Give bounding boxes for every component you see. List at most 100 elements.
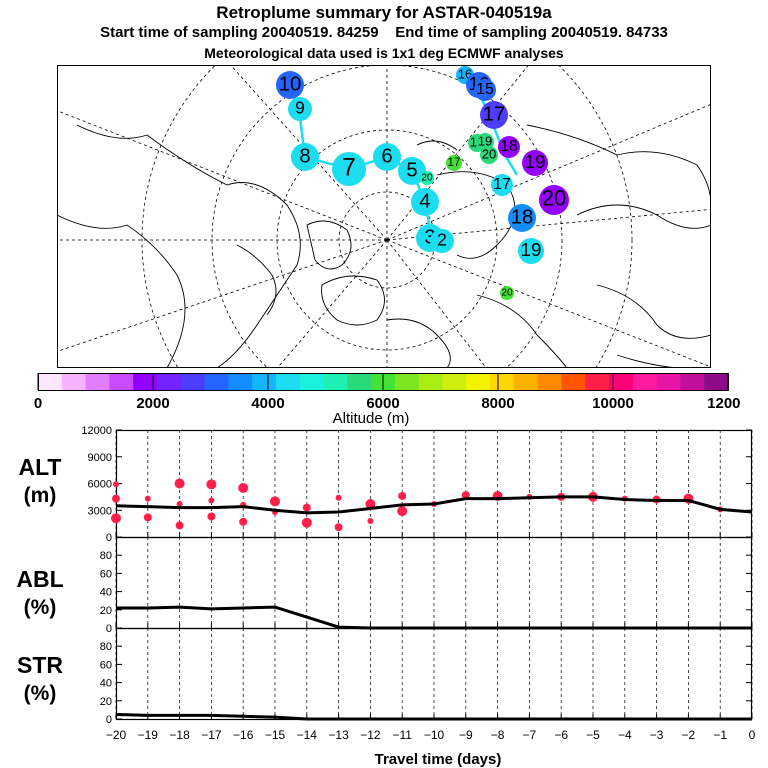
cluster-point — [206, 479, 217, 490]
str-panel-unit: (%) — [24, 682, 57, 705]
met-data-label: Meteorological data used is 1x1 deg ECMW… — [204, 45, 564, 61]
marker-label: 18 — [500, 138, 518, 155]
colorbar-cell — [38, 373, 63, 390]
colorbar-cell — [252, 373, 277, 390]
map-frame — [57, 65, 711, 368]
x-tick-label: −5 — [586, 728, 600, 742]
time-series-panels: 030006000900012000020406080020406080−20−… — [16, 425, 756, 768]
colorbar-cell — [61, 373, 87, 390]
y-tick-label: 0 — [106, 714, 112, 726]
colorbar-tick-label: 0 — [34, 395, 42, 412]
polar-map: 1098765432161615171819201819201720171819… — [57, 65, 711, 368]
alt-panel-unit: (m) — [24, 484, 57, 507]
colorbar-cell — [133, 373, 158, 390]
cluster-point — [335, 494, 342, 501]
x-tick-label: −20 — [106, 728, 127, 742]
marker-circle — [498, 136, 520, 158]
marker-circle — [398, 157, 426, 185]
marker-label: 4 — [419, 190, 430, 212]
colorbar-cell — [656, 373, 681, 390]
x-tick-label: −3 — [650, 728, 664, 742]
cluster-point — [113, 481, 119, 488]
y-tick-label: 40 — [100, 587, 112, 599]
trajectory-marker: 20 — [500, 286, 514, 300]
cluster-point — [367, 517, 374, 524]
marker-label: 18 — [511, 206, 534, 228]
colorbar-tick-label: 10000 — [592, 395, 634, 412]
cluster-point — [144, 495, 151, 502]
y-tick-label: 60 — [100, 568, 112, 580]
cluster-point — [207, 512, 216, 521]
x-tick-label: −2 — [682, 728, 696, 742]
x-tick-label: −18 — [169, 728, 190, 742]
x-tick-label: −13 — [328, 728, 349, 742]
trajectory-marker: 19 — [518, 238, 544, 264]
y-tick-label: 20 — [100, 696, 112, 708]
marker-circle — [474, 79, 496, 101]
y-tick-label: 12000 — [81, 425, 112, 437]
marker-circle — [332, 152, 366, 186]
colorbar-cell — [632, 373, 658, 390]
y-tick-label: 6000 — [88, 479, 112, 491]
cluster-point — [238, 482, 249, 493]
y-tick-label: 3000 — [88, 505, 112, 517]
y-tick-label: 0 — [106, 623, 112, 635]
series-line-abl — [116, 605, 752, 630]
marker-circle — [373, 143, 401, 171]
marker-circle — [522, 150, 548, 176]
marker-label: 19 — [521, 239, 542, 260]
x-tick-label: 0 — [749, 728, 756, 742]
trajectory-marker: 20 — [420, 171, 434, 185]
y-tick-label: 80 — [100, 641, 112, 653]
trajectory-marker: 17 — [480, 101, 508, 129]
trajectory-marker: 9 — [288, 97, 312, 121]
cluster-point — [270, 496, 280, 507]
trajectory-marker: 18 — [508, 204, 536, 232]
sampling-time-line: Start time of sampling 20040519. 84259 E… — [0, 24, 768, 41]
start-time-label: Start time of sampling 20040519. 84259 — [100, 24, 379, 41]
marker-label: 19 — [478, 133, 493, 148]
marker-circle — [276, 71, 304, 99]
colorbar-cell — [585, 373, 610, 390]
marker-label: 8 — [299, 145, 310, 167]
cluster-point — [175, 521, 184, 530]
alt-panel-label: ALT — [18, 454, 61, 480]
cluster-point — [397, 506, 408, 517]
trajectory-marker: 17 — [491, 174, 513, 196]
marker-circle — [420, 171, 434, 185]
colorbar-cell — [609, 373, 634, 390]
marker-label: 10 — [279, 73, 302, 95]
x-tick-label: −4 — [618, 728, 632, 742]
x-tick-label: −16 — [233, 728, 254, 742]
colorbar-cell — [323, 373, 348, 390]
marker-circle — [500, 286, 514, 300]
trajectory-marker: 18 — [498, 136, 520, 158]
colorbar-cell — [156, 373, 182, 390]
x-axis-title: Travel time (days) — [375, 751, 502, 768]
trajectory-marker: 15 — [474, 79, 496, 101]
x-tick-label: −12 — [360, 728, 381, 742]
colorbar-cell — [299, 373, 325, 390]
str-panel-label: STR — [17, 652, 63, 678]
marker-circle — [491, 174, 513, 196]
marker-label: 6 — [381, 145, 392, 167]
x-tick-label: −9 — [459, 728, 473, 742]
colorbar-tick-label: 8000 — [481, 395, 514, 412]
y-tick-label: 20 — [100, 605, 112, 617]
trajectory-marker: 8 — [291, 143, 319, 171]
y-tick-label: 9000 — [88, 452, 112, 464]
figure-title: Retroplume summary for ASTAR-040519a — [216, 3, 552, 22]
marker-circle — [288, 97, 312, 121]
marker-circle — [291, 143, 319, 171]
series-line-str — [115, 712, 752, 721]
trajectory-marker: 5 — [398, 157, 426, 185]
x-tick-label: −7 — [523, 728, 537, 742]
end-time-label: End time of sampling 20040519. 84733 — [395, 24, 668, 41]
y-tick-label: 40 — [100, 678, 112, 690]
y-tick-label: 60 — [100, 659, 112, 671]
x-tick-label: −19 — [138, 728, 159, 742]
marker-label: 9 — [295, 98, 305, 118]
trajectory-marker: 2 — [430, 229, 454, 253]
colorbar-cell — [513, 373, 539, 390]
